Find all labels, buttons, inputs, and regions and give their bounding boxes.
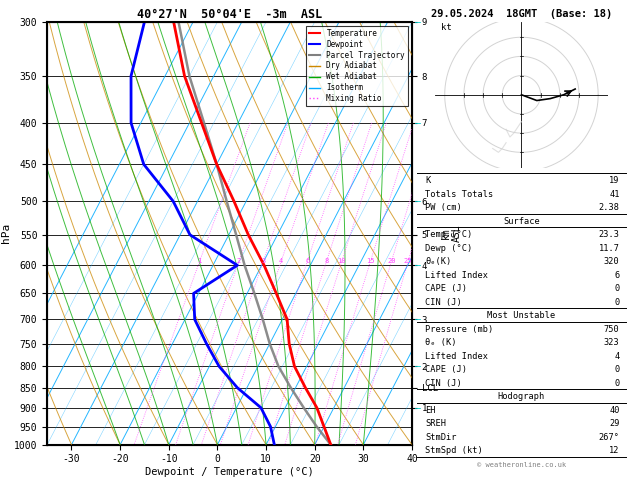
Text: 23.3: 23.3 — [599, 230, 620, 239]
Text: © weatheronline.co.uk: © weatheronline.co.uk — [477, 463, 566, 469]
Text: 1: 1 — [198, 258, 202, 264]
Text: Lifted Index: Lifted Index — [425, 271, 488, 279]
Text: —: — — [415, 314, 421, 325]
Text: 11.7: 11.7 — [599, 243, 620, 253]
Text: —: — — [415, 17, 421, 27]
Text: 3: 3 — [261, 258, 265, 264]
Text: 2.38: 2.38 — [599, 203, 620, 212]
Text: 750: 750 — [604, 325, 620, 333]
Text: 323: 323 — [604, 338, 620, 347]
Text: 0: 0 — [615, 365, 620, 374]
Text: Temp (°C): Temp (°C) — [425, 230, 472, 239]
Text: 2: 2 — [237, 258, 241, 264]
Text: —: — — [415, 260, 421, 270]
Text: 320: 320 — [604, 257, 620, 266]
Text: K: K — [425, 176, 431, 185]
Text: θₑ (K): θₑ (K) — [425, 338, 457, 347]
Text: —: — — [415, 403, 421, 413]
Text: CAPE (J): CAPE (J) — [425, 365, 467, 374]
X-axis label: Dewpoint / Temperature (°C): Dewpoint / Temperature (°C) — [145, 467, 314, 477]
Text: 4: 4 — [279, 258, 283, 264]
Text: —: — — [415, 118, 421, 128]
Text: 267°: 267° — [599, 433, 620, 442]
Text: 19: 19 — [609, 176, 620, 185]
Text: Totals Totals: Totals Totals — [425, 190, 494, 199]
Text: θₑ(K): θₑ(K) — [425, 257, 452, 266]
Text: 40: 40 — [609, 406, 620, 415]
Text: 20: 20 — [387, 258, 396, 264]
Text: SREH: SREH — [425, 419, 447, 428]
Text: 8: 8 — [325, 258, 329, 264]
Title: 40°27'N  50°04'E  -3m  ASL: 40°27'N 50°04'E -3m ASL — [137, 8, 322, 21]
Text: 29.05.2024  18GMT  (Base: 18): 29.05.2024 18GMT (Base: 18) — [431, 9, 612, 19]
Text: CAPE (J): CAPE (J) — [425, 284, 467, 293]
Text: 4: 4 — [615, 352, 620, 361]
Text: CIN (J): CIN (J) — [425, 379, 462, 388]
Y-axis label: hPa: hPa — [1, 223, 11, 243]
Text: Most Unstable: Most Unstable — [487, 311, 555, 320]
Text: Pressure (mb): Pressure (mb) — [425, 325, 494, 333]
Text: 6: 6 — [305, 258, 309, 264]
Text: 41: 41 — [609, 190, 620, 199]
Text: 0: 0 — [615, 379, 620, 388]
Text: CIN (J): CIN (J) — [425, 297, 462, 307]
Text: 6: 6 — [615, 271, 620, 279]
Text: Dewp (°C): Dewp (°C) — [425, 243, 472, 253]
Text: 15: 15 — [366, 258, 375, 264]
Text: Lifted Index: Lifted Index — [425, 352, 488, 361]
Text: —: — — [415, 196, 421, 206]
Text: Surface: Surface — [503, 217, 540, 226]
Text: StmDir: StmDir — [425, 433, 457, 442]
Text: Hodograph: Hodograph — [498, 392, 545, 401]
Text: 10: 10 — [338, 258, 346, 264]
Text: 29: 29 — [609, 419, 620, 428]
Text: 0: 0 — [615, 284, 620, 293]
Text: 12: 12 — [609, 446, 620, 455]
Text: kt: kt — [441, 22, 452, 32]
Text: 0: 0 — [615, 297, 620, 307]
Text: EH: EH — [425, 406, 436, 415]
Y-axis label: km
ASL: km ASL — [441, 225, 462, 242]
Text: StmSpd (kt): StmSpd (kt) — [425, 446, 483, 455]
Text: —: — — [415, 361, 421, 371]
Text: 25: 25 — [404, 258, 413, 264]
Legend: Temperature, Dewpoint, Parcel Trajectory, Dry Adiabat, Wet Adiabat, Isotherm, Mi: Temperature, Dewpoint, Parcel Trajectory… — [306, 26, 408, 106]
Text: PW (cm): PW (cm) — [425, 203, 462, 212]
